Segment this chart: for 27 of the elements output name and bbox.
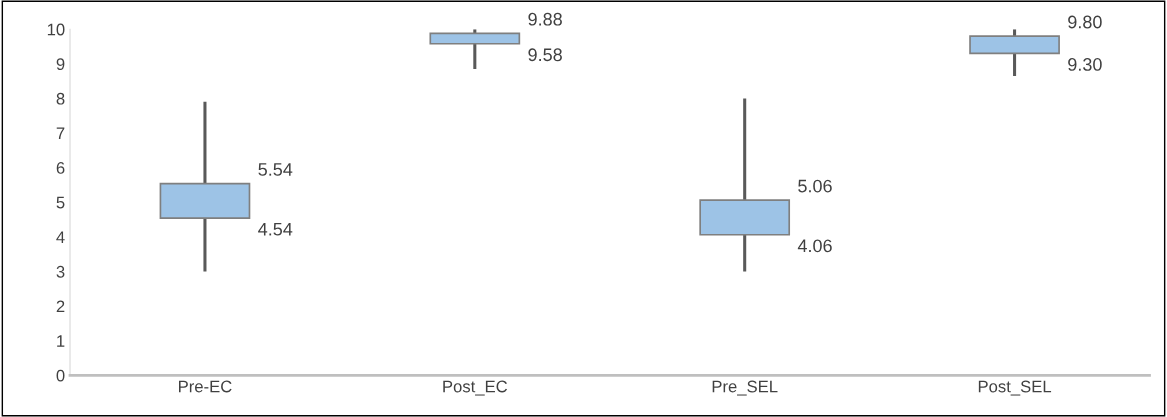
bar [429, 32, 521, 45]
y-tick-label: 0 [56, 369, 65, 382]
x-tick-label: Post_EC [443, 380, 508, 396]
annotation: 5.54 [258, 163, 293, 176]
bar [699, 199, 791, 236]
y-tick-label: 1 [57, 335, 65, 347]
y-tick-label: 5 [56, 196, 65, 209]
annotation: 9.58 [528, 48, 562, 62]
y-tick-label: 8 [56, 92, 65, 105]
x-tick-label: Post_SEL [978, 380, 1052, 396]
annotation: 4.54 [258, 223, 293, 236]
bar [159, 182, 251, 220]
bar [969, 35, 1060, 55]
x-tick-label: Pre-EC [179, 380, 232, 393]
annotation: 9.88 [528, 12, 562, 26]
annotation: 4.06 [797, 239, 832, 253]
x-tick-label: Pre_SEL [712, 380, 778, 396]
y-tick-label: 10 [47, 23, 65, 36]
y-tick-label: 2 [56, 300, 65, 313]
y-tick-label: 7 [56, 127, 65, 140]
y-tick-label: 3 [56, 265, 65, 278]
annotation: 9.80 [1068, 15, 1102, 29]
annotation: 9.30 [1068, 58, 1102, 71]
y-tick-label: 6 [56, 162, 65, 174]
annotation: 5.06 [798, 179, 832, 193]
y-tick-label: 4 [56, 231, 65, 243]
y-tick-label: 9 [56, 58, 65, 70]
